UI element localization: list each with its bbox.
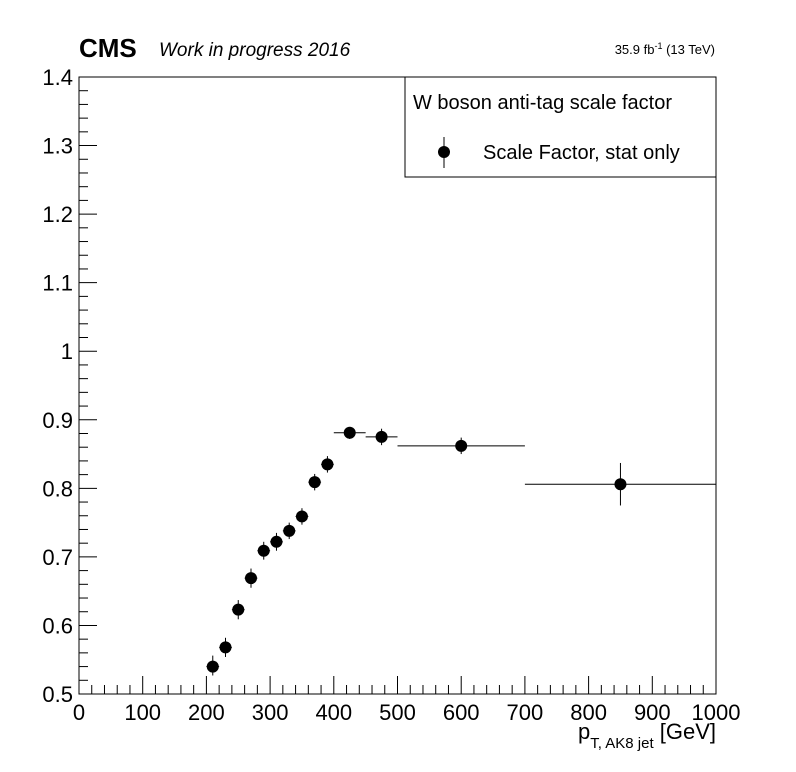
data-marker	[295, 510, 308, 523]
y-tick-label: 1.3	[42, 134, 73, 159]
data-marker	[206, 660, 219, 673]
x-tick-label: 300	[252, 700, 289, 725]
x-tick-label: 1000	[692, 700, 741, 725]
x-tick-label: 200	[188, 700, 225, 725]
y-tick-label: 1.4	[42, 65, 73, 90]
data-marker	[283, 524, 296, 537]
y-axis-ticks	[79, 76, 97, 695]
lumi-energy: (13 TeV)	[662, 42, 715, 57]
y-tick-label: 0.9	[42, 408, 73, 433]
x-axis-title: pT, AK8 jet [GeV]	[578, 719, 716, 752]
data-point	[308, 473, 322, 491]
data-marker	[375, 430, 388, 443]
legend-header: W boson anti-tag scale factor	[413, 92, 672, 114]
x-tick-label: 600	[443, 700, 480, 725]
data-point	[365, 428, 398, 446]
x-axis-title-main: p	[578, 719, 590, 744]
data-marker	[257, 544, 270, 557]
legend: W boson anti-tag scale factor Scale Fact…	[404, 76, 717, 178]
data-point	[206, 655, 220, 676]
y-axis-tick-labels: 0.5 0.6 0.7 0.8 0.9 1 1.1 1.2 1.3 1.4	[42, 65, 73, 707]
y-tick-label: 0.8	[42, 476, 73, 501]
x-tick-label: 0	[73, 700, 85, 725]
experiment-label: CMS	[79, 33, 137, 63]
data-point	[231, 600, 245, 620]
data-point	[282, 522, 296, 540]
lumi-value: 35.9 fb	[615, 42, 655, 57]
data-point	[333, 426, 366, 439]
data-point	[270, 532, 283, 551]
x-axis-tick-labels: 0 100 200 300 400 500 600 700 800 900 1000	[73, 700, 741, 725]
data-point	[524, 462, 716, 506]
x-axis-ticks	[78, 676, 717, 694]
y-tick-label: 1.1	[42, 271, 73, 296]
data-point	[397, 437, 525, 455]
data-marker	[244, 572, 257, 585]
y-tick-label: 0.5	[42, 682, 73, 707]
data-marker	[321, 458, 334, 471]
legend-box	[404, 76, 717, 178]
y-tick-label: 0.6	[42, 613, 73, 638]
data-point	[321, 456, 334, 473]
x-axis-title-unit: [GeV]	[654, 719, 716, 744]
data-point	[257, 541, 271, 560]
legend-marker	[438, 146, 450, 158]
data-marker	[232, 603, 245, 616]
data-marker	[308, 476, 321, 489]
x-tick-label: 800	[570, 700, 607, 725]
data-marker	[343, 426, 356, 439]
data-marker	[614, 478, 627, 491]
x-tick-label: 700	[507, 700, 544, 725]
data-point	[244, 568, 258, 588]
data-point	[295, 508, 309, 525]
x-axis-title-subscript: T, AK8 jet	[590, 735, 654, 752]
lumi-label: 35.9 fb-1 (13 TeV)	[615, 41, 715, 57]
status-label: Work in progress 2016	[159, 40, 351, 61]
data-series	[206, 426, 716, 676]
data-marker	[455, 439, 468, 452]
y-tick-label: 0.7	[42, 545, 73, 570]
x-tick-label: 500	[379, 700, 416, 725]
y-tick-label: 1.2	[42, 202, 73, 227]
x-tick-label: 100	[124, 700, 161, 725]
x-tick-label: 400	[315, 700, 352, 725]
legend-entry: Scale Factor, stat only	[483, 142, 680, 164]
data-point	[219, 637, 232, 657]
x-tick-label: 900	[634, 700, 671, 725]
data-marker	[270, 535, 283, 548]
y-tick-label: 1	[61, 339, 73, 364]
data-marker	[219, 641, 232, 654]
lumi-exponent: -1	[654, 41, 662, 51]
